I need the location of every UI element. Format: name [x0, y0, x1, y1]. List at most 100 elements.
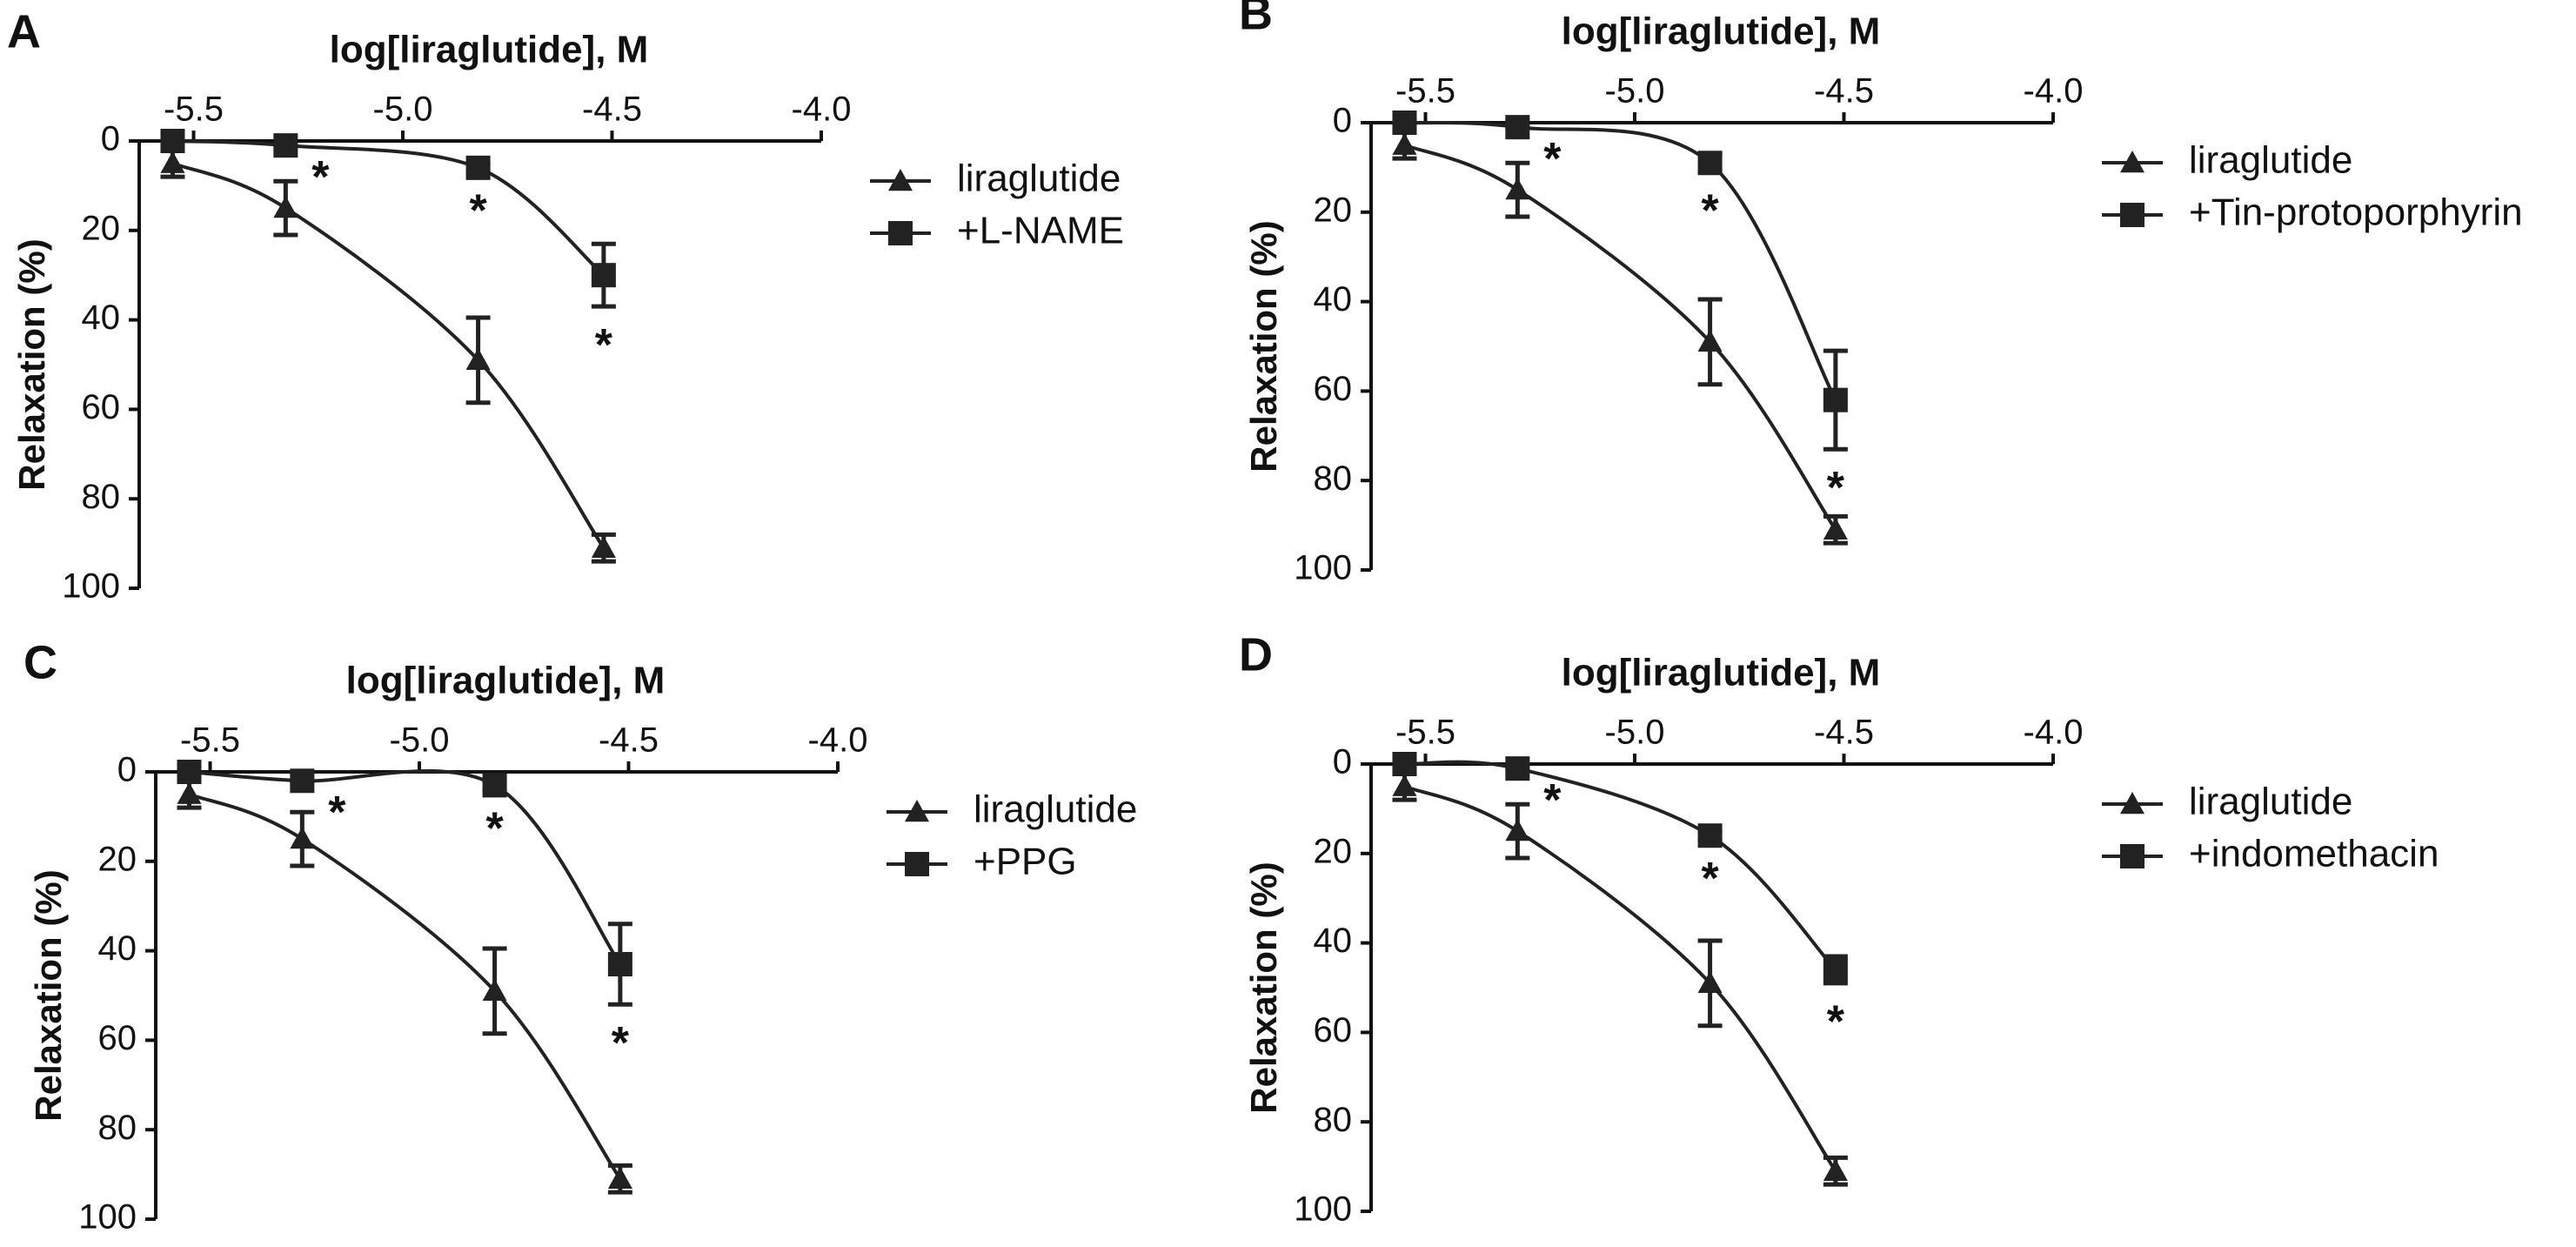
series-line	[189, 769, 622, 966]
triangle-marker	[1823, 517, 1848, 540]
triangle-marker	[273, 196, 298, 218]
x-tick-label: -4.5	[1814, 72, 1874, 111]
x-tick-label: -5.5	[180, 721, 240, 760]
series-line	[171, 161, 606, 549]
y-tick-label: 100	[62, 567, 120, 606]
square-marker	[2120, 844, 2144, 868]
y-tick-label: 100	[1294, 549, 1352, 587]
y-tick-label: 60	[98, 1019, 137, 1057]
series-line	[188, 792, 622, 1180]
y-tick-label: 20	[1314, 191, 1353, 229]
triangle-marker	[2120, 151, 2144, 173]
series-line	[1404, 120, 1837, 401]
significance-mark: *	[469, 186, 487, 237]
triangle-marker	[1697, 329, 1723, 352]
square-marker	[273, 133, 298, 158]
y-tick-label: 20	[98, 840, 137, 878]
x-tick-label: -4.5	[599, 721, 659, 760]
legend-label: +Tin-protoporphyrin	[2189, 191, 2523, 234]
y-tick-label: 0	[1333, 743, 1352, 781]
panel-label: C	[23, 636, 57, 688]
triangle-marker	[1392, 774, 1417, 796]
square-marker	[465, 155, 491, 180]
square-marker	[290, 768, 315, 794]
y-tick-label: 60	[82, 388, 121, 426]
y-tick-label: 0	[1333, 102, 1352, 140]
y-tick-label: 20	[82, 209, 121, 247]
square-marker	[1697, 151, 1723, 176]
y-tick-label: 80	[1314, 459, 1353, 498]
x-axis-title: log[liraglutide], M	[1562, 10, 1881, 53]
panel-label: A	[7, 5, 41, 57]
y-tick-label: 40	[1314, 922, 1353, 960]
square-marker	[607, 952, 632, 977]
square-marker	[1823, 957, 1848, 982]
legend-label: liraglutide	[2189, 781, 2352, 823]
triangle-marker	[465, 347, 491, 371]
square-marker	[1505, 115, 1530, 140]
square-marker	[1823, 387, 1848, 412]
y-tick-label: 100	[78, 1198, 137, 1237]
square-marker	[591, 263, 616, 288]
y-axis-title: Relaxation (%)	[1243, 220, 1284, 472]
legend-label: +indomethacin	[2189, 833, 2439, 875]
legend-label: liraglutide	[2189, 139, 2352, 182]
triangle-marker	[1823, 1158, 1848, 1181]
y-axis-title: Relaxation (%)	[11, 238, 52, 490]
x-tick-label: -5.0	[373, 91, 433, 129]
square-marker	[177, 760, 202, 784]
significance-mark: *	[595, 320, 613, 371]
significance-mark: *	[1701, 854, 1719, 904]
x-axis-title: log[liraglutide], M	[1562, 652, 1881, 694]
significance-mark: *	[328, 788, 346, 838]
triangle-marker	[482, 978, 507, 1002]
triangle-marker	[607, 1166, 632, 1189]
x-tick-label: -4.0	[2024, 714, 2084, 752]
y-tick-label: 80	[98, 1109, 137, 1147]
x-tick-label: -5.0	[390, 721, 450, 760]
x-tick-label: -5.5	[1395, 714, 1455, 752]
y-tick-label: 0	[117, 751, 137, 789]
square-marker	[888, 221, 913, 245]
x-tick-label: -4.5	[582, 91, 642, 129]
square-marker	[1697, 823, 1723, 848]
y-axis-title: Relaxation (%)	[1243, 862, 1284, 1113]
x-tick-label: -5.5	[1395, 72, 1455, 111]
x-tick-label: -4.0	[792, 91, 852, 129]
y-tick-label: 0	[101, 120, 120, 158]
square-marker	[1505, 756, 1530, 781]
y-tick-label: 40	[82, 298, 121, 337]
significance-mark: *	[1543, 134, 1562, 184]
significance-mark: *	[485, 803, 504, 854]
y-axis-title: Relaxation (%)	[28, 869, 69, 1121]
x-tick-label: -5.5	[164, 91, 224, 129]
x-axis-title: log[liraglutide], M	[346, 660, 666, 702]
significance-mark: *	[1827, 463, 1845, 513]
x-tick-label: -4.5	[1814, 714, 1874, 752]
square-marker	[905, 852, 929, 876]
square-marker	[1392, 752, 1417, 776]
square-marker	[160, 129, 185, 153]
triangle-marker	[591, 535, 616, 558]
series-line	[172, 139, 606, 277]
square-marker	[1392, 111, 1417, 135]
square-marker	[482, 773, 507, 798]
panel-label: D	[1239, 628, 1273, 680]
significance-mark: *	[612, 1018, 630, 1069]
triangle-marker	[2120, 792, 2144, 815]
significance-mark: *	[311, 152, 330, 203]
triangle-marker	[1392, 132, 1417, 155]
y-tick-label: 100	[1294, 1190, 1352, 1229]
panel-label: B	[1239, 0, 1273, 39]
y-tick-label: 20	[1314, 832, 1353, 870]
x-axis-title: log[liraglutide], M	[330, 29, 649, 71]
y-tick-label: 80	[82, 478, 121, 516]
y-tick-label: 40	[1314, 280, 1353, 318]
legend-label: +L-NAME	[957, 210, 1124, 252]
x-tick-label: -5.0	[1605, 72, 1665, 111]
triangle-marker	[177, 781, 202, 804]
triangle-marker	[1505, 178, 1530, 200]
